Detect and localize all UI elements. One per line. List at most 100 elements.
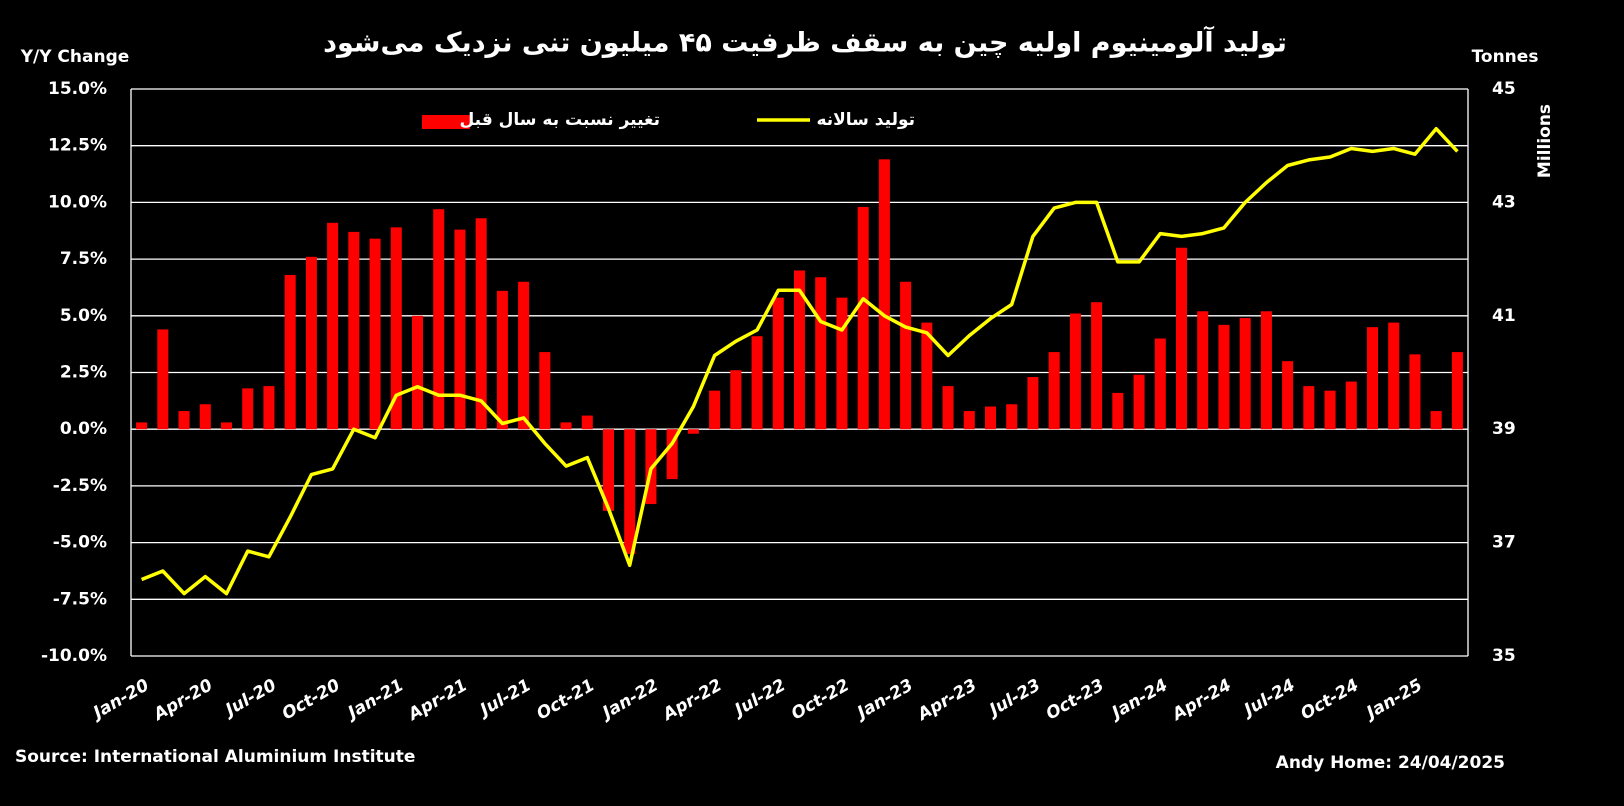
bar: [284, 274, 296, 430]
bar: [263, 386, 275, 430]
y2-tick-label: 37: [1492, 533, 1516, 553]
x-tick-label: Jan-25: [1361, 675, 1426, 724]
y-tick-label: 15.0%: [48, 79, 107, 99]
y-tick-label: 10.0%: [48, 192, 107, 212]
x-tick-label: Jan-24: [1106, 675, 1171, 724]
bar: [518, 281, 530, 430]
legend-label: تغییر نسبت به سال قبل: [459, 110, 660, 130]
bar: [411, 315, 424, 430]
bar: [157, 329, 169, 430]
bar: [751, 336, 763, 430]
x-tick-label: Jul-22: [729, 675, 789, 721]
y-tick-label: 12.5%: [48, 136, 107, 156]
bar: [984, 406, 997, 430]
y2-tick-label: 35: [1492, 646, 1516, 666]
y-tick-label: 2.5%: [60, 363, 107, 383]
x-tick-label: Jul-20: [220, 675, 280, 721]
bar: [1218, 324, 1230, 430]
bar: [687, 429, 699, 434]
bar: [602, 429, 615, 511]
bar: [454, 229, 466, 430]
legend-label: تولید سالانه: [816, 110, 915, 130]
bar: [1345, 381, 1357, 430]
x-tick-label: Oct-23: [1043, 675, 1108, 724]
y-tick-label: 5.0%: [60, 306, 107, 326]
bar: [348, 231, 360, 430]
bar: [1197, 311, 1209, 430]
bar: [1366, 327, 1379, 430]
bar: [836, 297, 848, 430]
x-tick-label: Apr-21: [403, 675, 471, 726]
x-tick-label: Jul-21: [474, 675, 534, 721]
x-tick-label: Apr-22: [658, 675, 726, 726]
bar: [390, 227, 402, 430]
bar: [369, 238, 381, 430]
x-tick-label: Jan-20: [88, 675, 153, 724]
x-tick-label: Jul-24: [1238, 675, 1298, 721]
y-tick-label: -7.5%: [53, 589, 107, 609]
bar: [199, 404, 211, 430]
bar: [1027, 377, 1039, 430]
bar: [709, 390, 721, 430]
bar: [1048, 352, 1060, 430]
x-tick-label: Oct-20: [279, 675, 344, 724]
x-tick-label: Oct-22: [788, 675, 853, 724]
bar: [857, 206, 869, 430]
bar: [1112, 392, 1124, 430]
bar: [178, 411, 190, 430]
y-tick-label: 7.5%: [60, 249, 107, 269]
legend-swatch: [422, 115, 470, 129]
bar: [1303, 386, 1315, 430]
bar: [624, 429, 636, 554]
bar: [1175, 247, 1188, 430]
y2-axis-label: Tonnes: [1472, 47, 1539, 67]
source: Source: International Aluminium Institut…: [15, 747, 415, 767]
y2-tick-label: 43: [1492, 192, 1516, 212]
y-tick-label: -10.0%: [41, 646, 107, 666]
chart-title: تولید آلومینیوم اولیه چین به سقف ظرفیت ۴…: [323, 26, 1287, 59]
bar: [327, 222, 339, 430]
x-tick-label: Apr-20: [149, 675, 217, 726]
bar: [1133, 374, 1145, 430]
bar: [963, 411, 975, 430]
bar: [1430, 411, 1442, 430]
bar: [539, 352, 551, 430]
bar: [136, 422, 148, 430]
credit: Andy Home: 24/04/2025: [1276, 753, 1505, 773]
bar: [433, 209, 445, 430]
y-tick-label: 0.0%: [60, 419, 107, 439]
bar: [305, 256, 317, 430]
bar: [921, 322, 933, 430]
y-tick-label: -2.5%: [53, 476, 107, 496]
bar: [1239, 318, 1251, 430]
x-tick-label: Jan-23: [852, 675, 917, 724]
bar: [666, 429, 678, 480]
x-tick-label: Jan-21: [342, 675, 407, 724]
bar: [1069, 313, 1081, 430]
y2-unit: Millions: [1535, 104, 1555, 178]
y-axis-label: Y/Y Change: [20, 47, 130, 67]
bar: [1154, 338, 1166, 430]
x-tick-label: Apr-24: [1167, 675, 1235, 726]
x-tick-label: Jan-22: [597, 675, 662, 724]
bar: [496, 290, 508, 430]
bar: [815, 277, 827, 430]
bar: [475, 218, 487, 430]
bar: [1091, 302, 1103, 430]
bar: [1451, 352, 1463, 430]
bar: [793, 270, 806, 430]
bar: [1388, 322, 1400, 430]
y-tick-label: -5.0%: [53, 533, 107, 553]
x-tick-label: Jul-23: [984, 675, 1044, 721]
bar: [942, 386, 954, 430]
bar: [772, 297, 784, 430]
bar: [878, 159, 890, 430]
bar: [581, 415, 593, 430]
x-tick-label: Oct-21: [533, 675, 598, 724]
bar: [220, 422, 233, 430]
bar: [242, 388, 254, 430]
y2-tick-label: 41: [1492, 306, 1516, 326]
bar: [1282, 361, 1294, 430]
y2-tick-label: 45: [1492, 79, 1516, 99]
